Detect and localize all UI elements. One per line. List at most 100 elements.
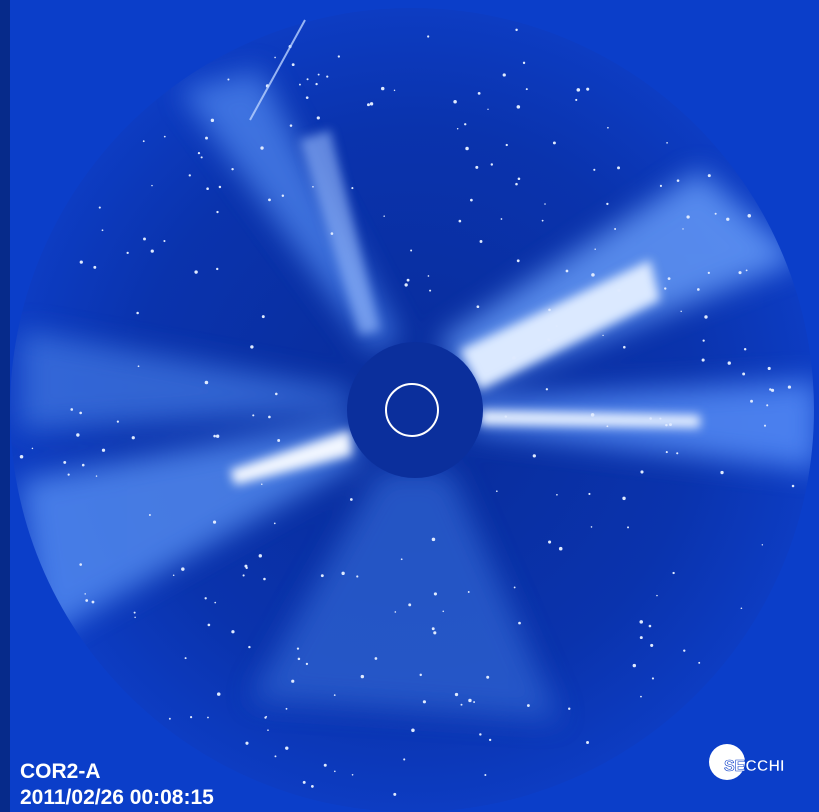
star [285,746,289,750]
star [205,136,208,140]
star [656,594,658,597]
star [84,593,86,595]
star [116,420,119,423]
star [212,520,217,524]
star [419,673,422,677]
star [464,123,467,126]
star [326,75,329,78]
star [341,571,345,575]
star [291,679,295,683]
star [79,411,82,415]
star [351,773,354,776]
star [453,99,457,104]
star [213,434,216,438]
star [590,526,593,528]
star [454,692,459,697]
star [281,194,285,197]
star [81,463,85,467]
star [479,240,483,243]
star [532,454,536,458]
star [738,271,742,275]
star [556,493,558,496]
star [442,610,445,613]
star [686,215,690,219]
star [516,105,521,109]
star [299,83,301,86]
star [289,124,293,127]
star [640,695,642,698]
star [188,174,191,177]
star [296,647,300,650]
star [131,436,135,440]
star [490,163,494,166]
star [473,701,476,704]
star [231,167,234,171]
star [525,88,528,91]
star [639,620,644,624]
star [586,87,590,91]
star [504,415,508,418]
star [285,707,288,710]
star [305,662,309,666]
star [91,600,95,604]
star [85,599,89,602]
star [267,729,269,731]
star [216,692,221,696]
star [513,586,516,589]
streak [249,19,306,121]
star [181,567,185,571]
star [545,388,549,391]
star [665,451,668,454]
star [488,738,492,742]
star [548,540,552,544]
star [742,372,746,376]
star [76,433,80,437]
star [526,704,530,707]
star [766,404,769,407]
star [704,315,708,319]
star [216,267,219,271]
star [640,470,644,474]
star [411,728,415,733]
star [476,305,480,309]
star [268,415,271,419]
star-field [19,28,795,796]
star [408,603,412,607]
star [172,574,175,576]
star [627,526,630,529]
star [394,611,397,613]
star [743,347,747,351]
star [126,251,129,255]
star [727,361,731,365]
star [522,61,526,65]
star [265,715,268,718]
star [586,741,590,745]
star [639,636,643,640]
star [70,408,74,411]
star [475,165,479,169]
star [410,249,413,252]
star [665,423,668,427]
star [505,143,508,147]
star [275,392,278,396]
star [334,770,336,773]
star [588,492,591,496]
star [95,475,98,477]
star [383,215,385,217]
star [622,496,626,501]
star [714,212,717,215]
star [659,417,662,420]
star [456,128,459,130]
star [277,439,281,442]
star [323,763,327,767]
star [606,202,609,206]
star [207,716,209,719]
star [98,206,101,209]
star [433,631,437,635]
star [101,448,106,452]
star [763,424,767,427]
sun-outline [385,383,439,437]
star [617,288,621,292]
star [356,575,359,578]
star [400,558,403,561]
